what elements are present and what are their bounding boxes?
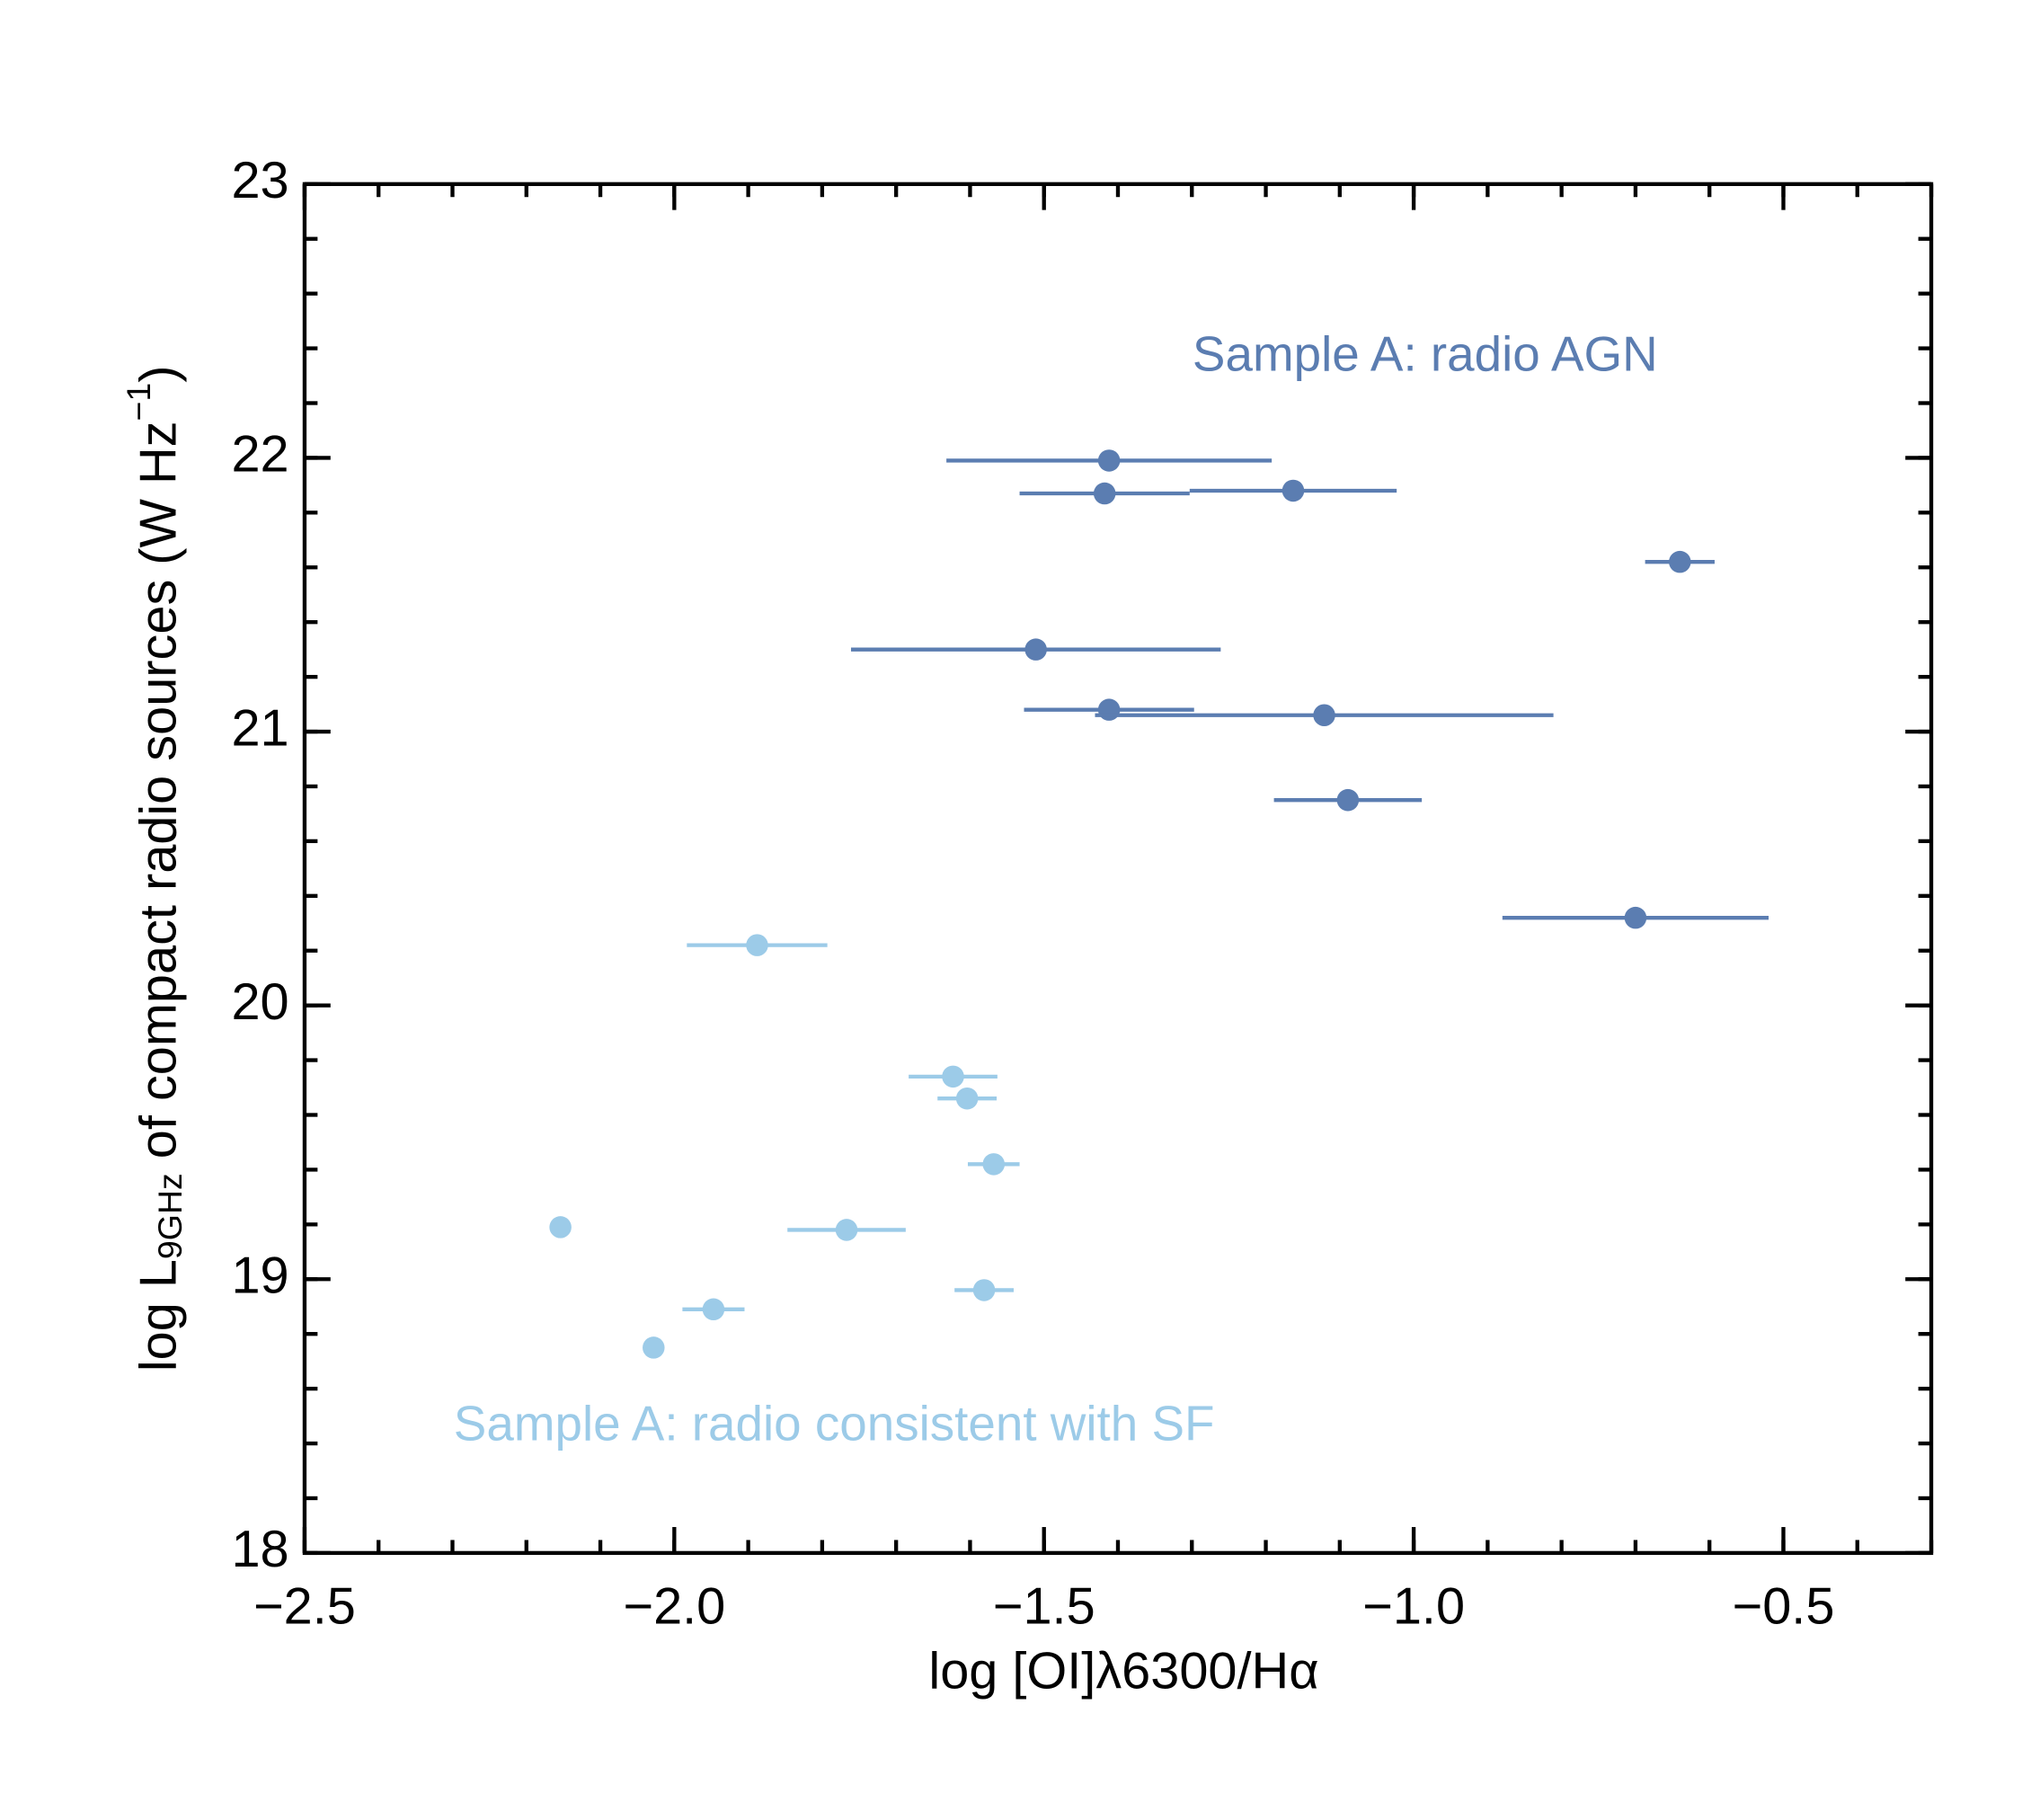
data-point: [1624, 906, 1647, 929]
data-point: [942, 1065, 964, 1088]
y-label-end: ): [130, 366, 188, 383]
plot-frame: [302, 182, 1934, 1556]
series-label: Sample A: radio AGN: [1193, 326, 1658, 382]
data-point: [1024, 638, 1047, 661]
y-label-main: log L: [130, 1259, 188, 1372]
y-tick-label: 21: [231, 699, 288, 757]
data-point: [1669, 550, 1691, 573]
y-label-sup: −1: [120, 383, 157, 422]
data-point: [549, 1216, 572, 1238]
y-tick-label: 22: [231, 426, 288, 484]
data-point: [643, 1336, 665, 1359]
y-axis-label: log L9GHz of compact radio sources (W Hz…: [120, 366, 189, 1372]
y-tick-label: 20: [231, 973, 288, 1031]
data-point: [1093, 482, 1116, 505]
data-point: [972, 1279, 996, 1301]
x-tick-label: −0.5: [1733, 1578, 1835, 1636]
data-point: [1313, 704, 1335, 727]
data-point: [702, 1298, 725, 1321]
data-point: [982, 1153, 1006, 1176]
x-tick-label: −2.5: [253, 1578, 356, 1636]
x-tick-label: −1.5: [993, 1578, 1095, 1636]
data-point: [1097, 698, 1121, 721]
y-label-sub: 9GHz: [151, 1173, 189, 1259]
y-tick-label: 23: [231, 152, 288, 209]
series-label: Sample A: radio consistent with SF: [454, 1395, 1215, 1451]
data-point: [746, 934, 768, 956]
x-axis-label: log [OI]λ6300/Hα: [928, 1643, 1318, 1700]
y-label-rest: of compact radio sources (W Hz: [130, 421, 188, 1173]
data-point: [1281, 479, 1305, 502]
y-tick-label: 19: [231, 1247, 288, 1305]
data-point: [1097, 449, 1121, 472]
y-tick-label: 18: [231, 1521, 288, 1578]
data-point: [1336, 788, 1360, 812]
x-tick-label: −2.0: [623, 1578, 725, 1636]
data-point: [835, 1219, 858, 1241]
x-tick-label: −1.0: [1362, 1578, 1465, 1636]
data-point: [955, 1087, 979, 1110]
